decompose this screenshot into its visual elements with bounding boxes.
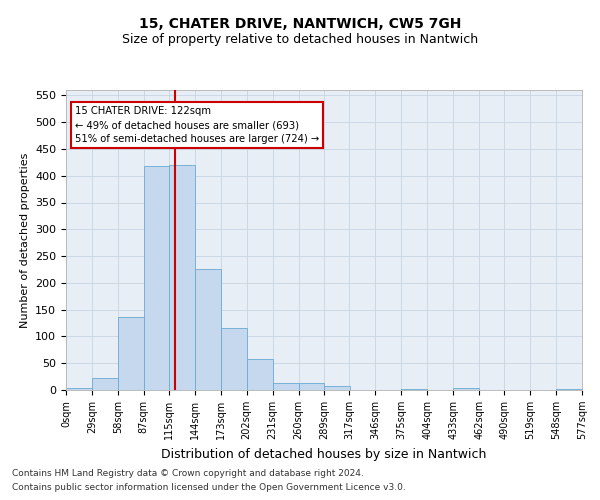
Bar	[272, 383, 299, 390]
X-axis label: Distribution of detached houses by size in Nantwich: Distribution of detached houses by size …	[161, 448, 487, 460]
Text: 15 CHATER DRIVE: 122sqm
← 49% of detached houses are smaller (693)
51% of semi-d: 15 CHATER DRIVE: 122sqm ← 49% of detache…	[75, 106, 319, 144]
Text: Contains HM Land Registry data © Crown copyright and database right 2024.: Contains HM Land Registry data © Crown c…	[12, 468, 364, 477]
Bar	[247, 359, 272, 390]
Bar	[144, 166, 170, 390]
Bar	[453, 388, 479, 390]
Text: Contains public sector information licensed under the Open Government Licence v3: Contains public sector information licen…	[12, 484, 406, 492]
Bar	[118, 316, 144, 390]
Y-axis label: Number of detached properties: Number of detached properties	[20, 152, 29, 328]
Bar	[66, 388, 92, 390]
Bar	[92, 378, 118, 390]
Bar	[195, 270, 221, 390]
Bar	[401, 389, 427, 390]
Text: 15, CHATER DRIVE, NANTWICH, CW5 7GH: 15, CHATER DRIVE, NANTWICH, CW5 7GH	[139, 18, 461, 32]
Text: Size of property relative to detached houses in Nantwich: Size of property relative to detached ho…	[122, 32, 478, 46]
Bar	[325, 386, 350, 390]
Bar	[221, 328, 247, 390]
Bar	[556, 389, 582, 390]
Bar	[299, 382, 325, 390]
Bar	[169, 165, 195, 390]
